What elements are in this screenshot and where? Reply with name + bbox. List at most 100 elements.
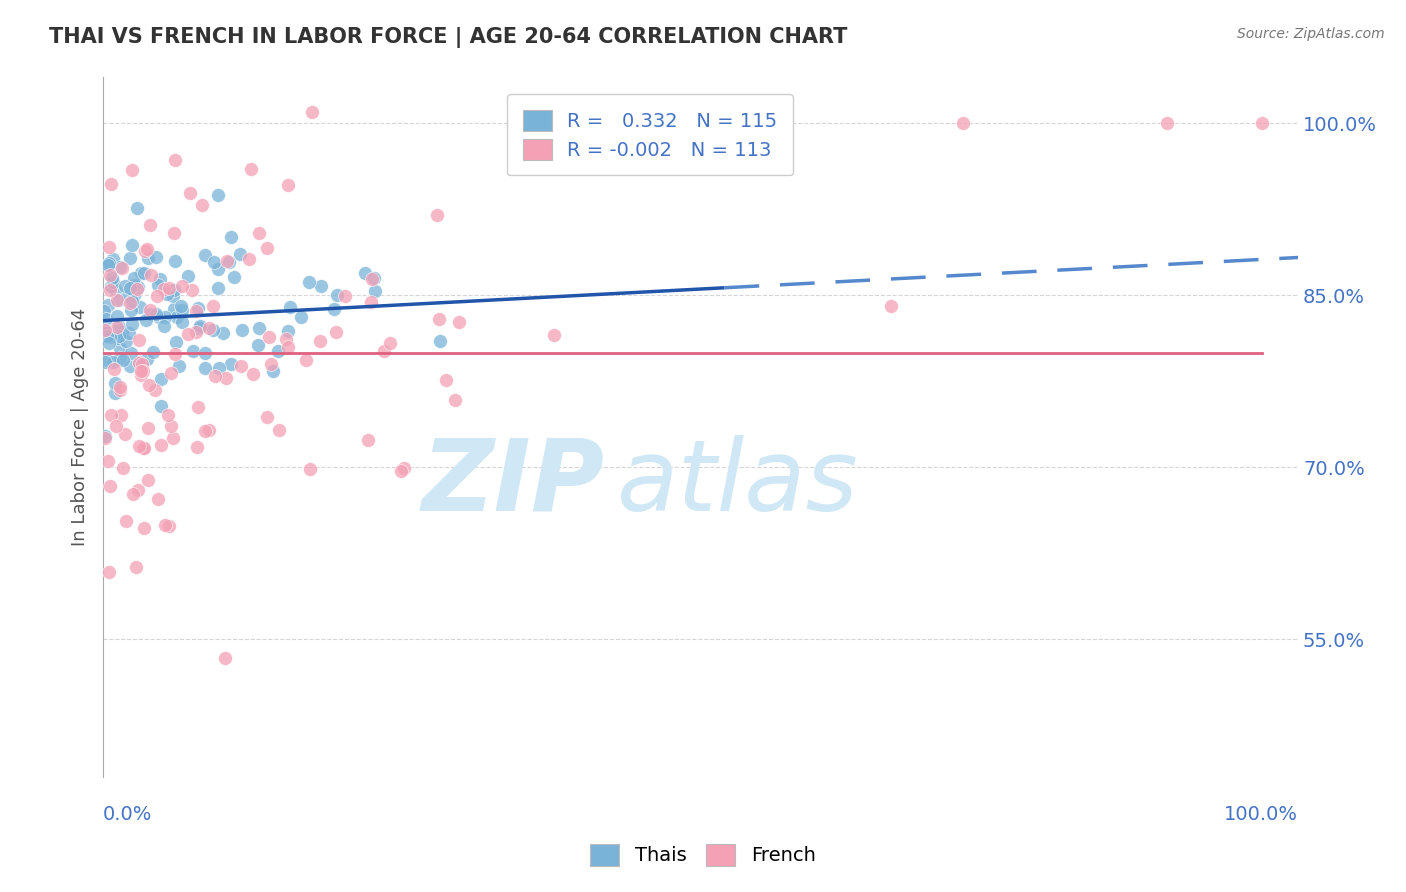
Point xyxy=(145,250,167,264)
Y-axis label: In Labor Force | Age 20-64: In Labor Force | Age 20-64 xyxy=(72,308,89,546)
Point xyxy=(118,326,141,341)
Point xyxy=(93,323,115,337)
Point xyxy=(179,186,201,200)
Point xyxy=(278,301,301,315)
Point xyxy=(108,351,131,366)
Point xyxy=(176,326,198,341)
Point xyxy=(98,330,121,344)
Point xyxy=(157,280,180,294)
Point xyxy=(115,334,138,348)
Point xyxy=(127,201,149,215)
Point xyxy=(427,312,450,326)
Point xyxy=(1251,116,1274,130)
Point xyxy=(190,198,212,212)
Point xyxy=(294,352,316,367)
Point xyxy=(186,440,208,454)
Point xyxy=(111,461,134,475)
Point xyxy=(120,296,142,310)
Point xyxy=(94,351,117,366)
Point xyxy=(188,318,211,333)
Point xyxy=(290,310,312,325)
Point xyxy=(181,343,204,358)
Point xyxy=(149,272,172,286)
Point xyxy=(138,377,160,392)
Point xyxy=(132,521,155,535)
Point xyxy=(170,279,193,293)
Point xyxy=(165,334,187,349)
Point xyxy=(262,364,284,378)
Point xyxy=(107,293,129,307)
Point xyxy=(112,352,135,367)
Point xyxy=(325,325,347,339)
Point xyxy=(110,342,132,356)
Point xyxy=(136,421,159,435)
Point xyxy=(392,460,415,475)
Point xyxy=(136,352,159,367)
Point xyxy=(1156,116,1178,130)
Point xyxy=(221,230,243,244)
Point xyxy=(146,288,169,302)
Point xyxy=(104,385,127,400)
Point xyxy=(298,275,321,289)
Point xyxy=(101,354,124,368)
Point xyxy=(187,301,209,315)
Point xyxy=(247,321,270,335)
Point xyxy=(363,271,385,285)
Point xyxy=(194,248,217,262)
Point xyxy=(186,326,208,340)
Point xyxy=(139,302,162,317)
Point xyxy=(373,343,395,358)
Point xyxy=(215,253,238,268)
Point xyxy=(127,483,149,498)
Point xyxy=(880,299,903,313)
Point xyxy=(97,298,120,312)
Point xyxy=(198,423,221,437)
Point xyxy=(97,325,120,339)
Point xyxy=(357,433,380,447)
Point xyxy=(360,295,382,310)
Point xyxy=(153,310,176,324)
Point xyxy=(114,427,136,442)
Point xyxy=(238,252,260,266)
Point xyxy=(98,240,121,254)
Point xyxy=(170,315,193,329)
Point xyxy=(194,346,217,360)
Point xyxy=(256,242,278,256)
Point xyxy=(207,188,229,202)
Point xyxy=(114,278,136,293)
Point xyxy=(443,392,465,407)
Point xyxy=(103,252,125,266)
Point xyxy=(120,302,142,317)
Point xyxy=(94,311,117,326)
Point xyxy=(104,376,127,390)
Point xyxy=(166,310,188,325)
Point xyxy=(208,360,231,375)
Point xyxy=(149,399,172,413)
Point xyxy=(93,429,115,443)
Point xyxy=(204,368,226,383)
Point xyxy=(128,356,150,370)
Point xyxy=(98,257,121,271)
Point xyxy=(110,408,132,422)
Point xyxy=(131,357,153,371)
Point xyxy=(142,344,165,359)
Point xyxy=(207,280,229,294)
Point xyxy=(194,424,217,438)
Point xyxy=(153,319,176,334)
Point xyxy=(136,251,159,265)
Point xyxy=(128,355,150,369)
Point xyxy=(153,282,176,296)
Point xyxy=(117,289,139,303)
Point xyxy=(160,419,183,434)
Point xyxy=(301,104,323,119)
Point xyxy=(105,293,128,307)
Point xyxy=(214,651,236,665)
Point xyxy=(148,310,170,325)
Text: Source: ZipAtlas.com: Source: ZipAtlas.com xyxy=(1237,27,1385,41)
Point xyxy=(100,279,122,293)
Point xyxy=(354,266,377,280)
Point xyxy=(323,301,346,316)
Point xyxy=(105,309,128,323)
Legend: Thais, French: Thais, French xyxy=(582,837,824,873)
Point xyxy=(187,321,209,335)
